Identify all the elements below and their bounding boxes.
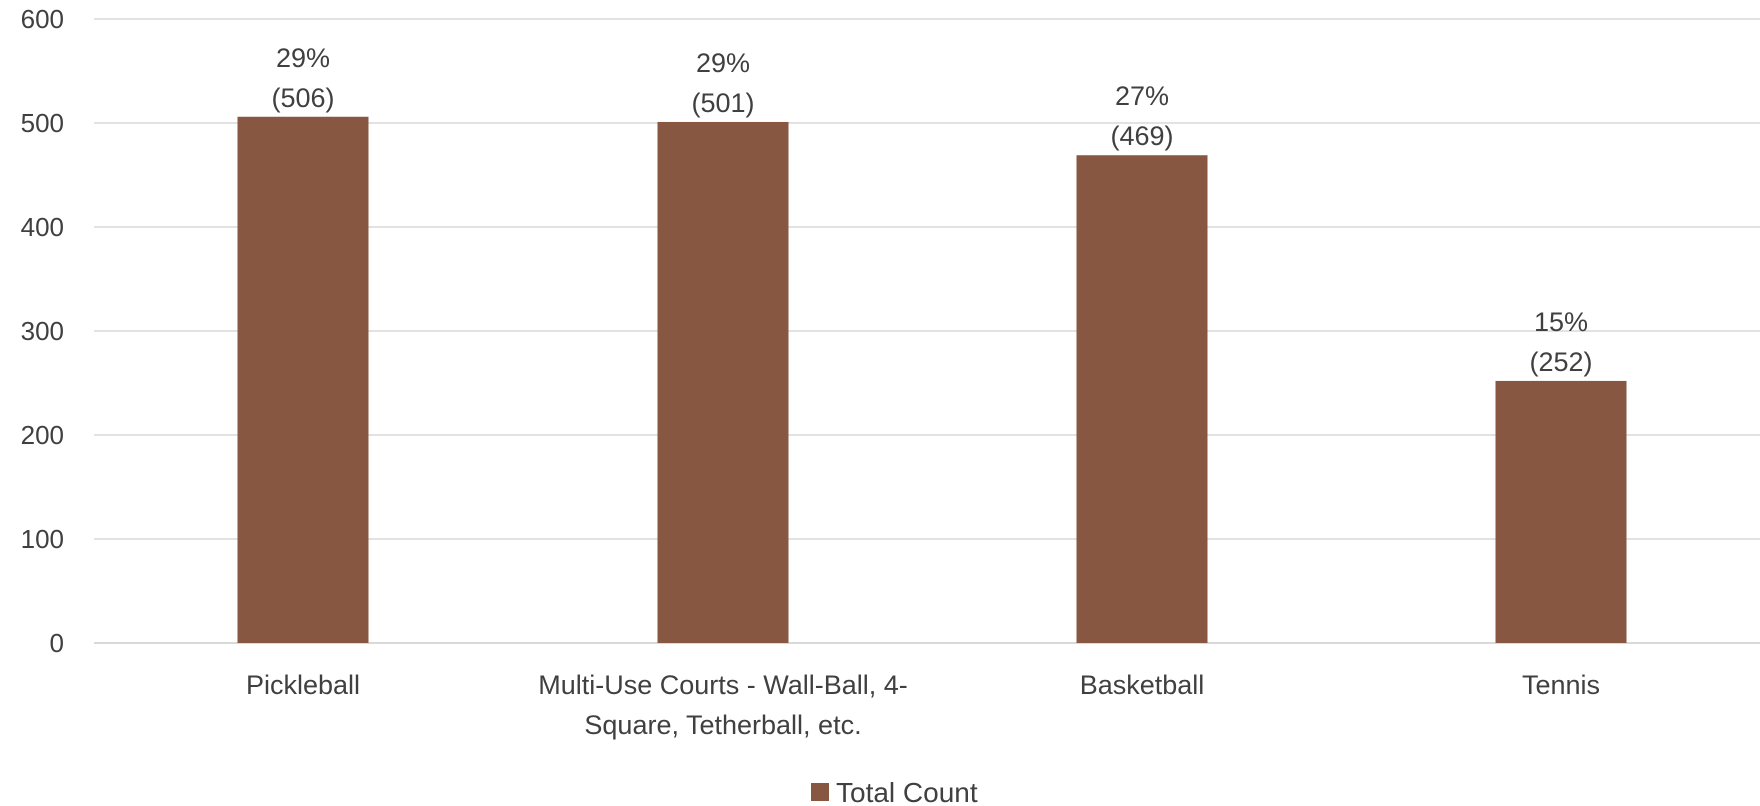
y-tick-label: 200	[21, 420, 64, 450]
category-label: Tennis	[1522, 670, 1600, 700]
bar-3	[1076, 155, 1208, 644]
category-label: Pickleball	[246, 670, 360, 700]
y-tick-label: 0	[50, 628, 64, 658]
y-tick-label: 500	[21, 108, 64, 138]
legend-label: Total Count	[836, 777, 978, 806]
category-label: Multi-Use Courts - Wall-Ball, 4-	[538, 670, 908, 700]
category-label: Basketball	[1080, 670, 1205, 700]
bar-2	[657, 121, 789, 643]
data-label-percent: 15%	[1534, 307, 1588, 337]
legend: Total Count	[811, 777, 978, 806]
x-axis-category-labels: Pickleball Multi-Use Courts - Wall-Ball, …	[246, 670, 1600, 740]
bar-4	[1495, 380, 1627, 643]
data-label-percent: 29%	[696, 48, 750, 78]
data-label-count: (506)	[271, 83, 334, 113]
data-label-count: (252)	[1529, 347, 1592, 377]
y-tick-label: 600	[21, 4, 64, 34]
gridlines	[94, 18, 1760, 644]
legend-swatch	[811, 783, 829, 801]
data-label-count: (501)	[691, 88, 754, 118]
y-tick-label: 300	[21, 316, 64, 346]
bars	[237, 116, 1627, 644]
y-axis-tick-labels: 0 100 200 300 400 500 600	[21, 4, 64, 658]
data-label-percent: 29%	[276, 43, 330, 73]
data-labels: 29% (506) 29% (501) 27% (469) 15% (252)	[271, 43, 1592, 377]
category-label: Square, Tetherball, etc.	[584, 710, 861, 740]
y-tick-label: 400	[21, 212, 64, 242]
bar-1	[237, 116, 369, 643]
data-label-count: (469)	[1110, 121, 1173, 151]
data-label-percent: 27%	[1115, 81, 1169, 111]
y-tick-label: 100	[21, 524, 64, 554]
